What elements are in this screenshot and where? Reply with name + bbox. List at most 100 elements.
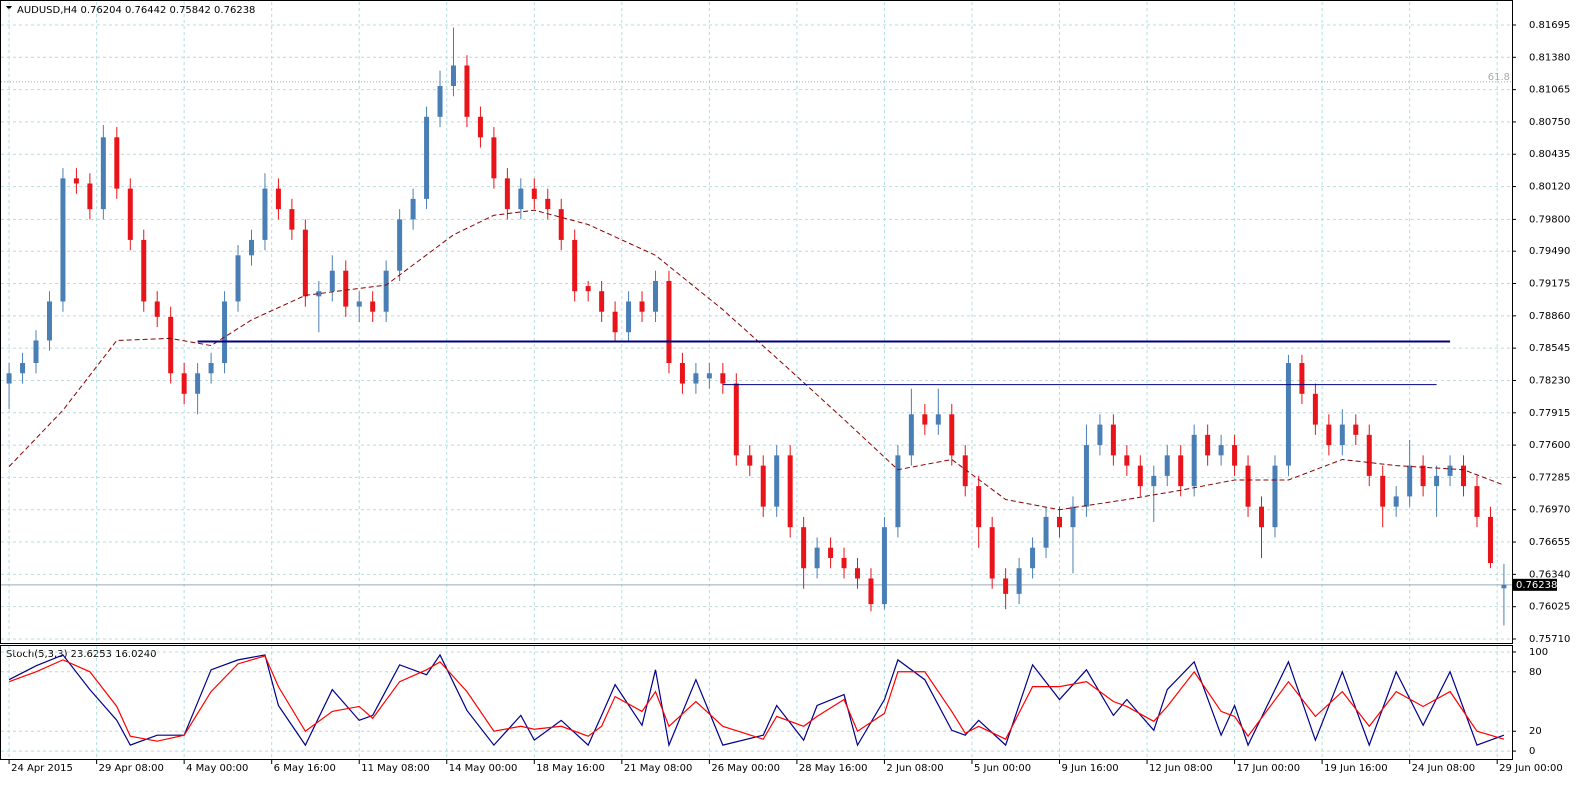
candle-body <box>1205 434 1211 456</box>
y-tick-label: 80 <box>1529 667 1542 678</box>
candle-body <box>895 455 901 528</box>
x-tick-label: 26 May 00:00 <box>711 763 780 774</box>
y-tick-label: 0.76970 <box>1529 505 1570 516</box>
candle-body <box>1191 434 1197 487</box>
candle-body <box>73 178 79 184</box>
y-tick-label: 0.79175 <box>1529 279 1570 290</box>
candle-body <box>114 137 120 189</box>
candle-body <box>949 414 955 456</box>
candle-body <box>491 137 497 179</box>
stoch-line <box>8 655 1505 742</box>
x-tick-label: 18 May 16:00 <box>536 763 605 774</box>
candle-body <box>733 383 739 456</box>
y-tick-label: 0.80120 <box>1529 182 1570 193</box>
y-tick-label: 0.81065 <box>1529 85 1570 96</box>
y-tick-label: 100 <box>1529 647 1548 658</box>
y-tick-label: 0.77285 <box>1529 472 1570 483</box>
candle-body <box>141 239 147 302</box>
candle-body <box>760 465 766 507</box>
candle-body <box>612 311 618 333</box>
candle-body <box>1259 506 1265 528</box>
candle-body <box>828 547 834 558</box>
stoch-title: Stoch(5,3,3) 23.6253 16.0240 <box>6 649 157 660</box>
candle-body <box>801 527 807 569</box>
candle-body <box>262 188 268 240</box>
x-tick-label: 6 May 16:00 <box>274 763 336 774</box>
y-tick-label: 0.81380 <box>1529 52 1570 63</box>
candle-body <box>1245 465 1251 507</box>
candle-body <box>652 280 658 312</box>
x-tick-label: 5 Jun 00:00 <box>974 763 1031 774</box>
candle-body <box>222 301 228 364</box>
candle-body <box>1407 465 1413 497</box>
candle-body <box>585 286 591 292</box>
candle-body <box>60 178 66 302</box>
candle-body <box>6 373 12 384</box>
x-tick-label: 29 Apr 08:00 <box>99 763 164 774</box>
x-tick-label: 28 May 16:00 <box>799 763 868 774</box>
x-tick-label: 19 Jun 16:00 <box>1324 763 1388 774</box>
last-price-tag <box>1513 578 1557 591</box>
candle-body <box>1420 465 1426 487</box>
x-tick-label: 24 Jun 08:00 <box>1412 763 1476 774</box>
candle-body <box>343 270 349 307</box>
y-tick-label: 0.80435 <box>1529 149 1570 160</box>
candle-body <box>989 527 995 579</box>
candle-body <box>410 198 416 220</box>
candle-body <box>1178 455 1184 487</box>
candle-body <box>1501 584 1507 589</box>
y-tick-label: 0.75710 <box>1529 634 1570 645</box>
last-price-label: 0.76238 <box>1516 580 1557 591</box>
candle-body <box>181 373 187 394</box>
x-tick-label: 29 Jun 00:00 <box>1499 763 1563 774</box>
candle-body <box>693 373 699 384</box>
candle-body <box>1137 465 1143 487</box>
x-tick-label: 2 Jun 08:00 <box>886 763 943 774</box>
candle-body <box>599 291 605 312</box>
candle-body <box>572 239 578 292</box>
y-tick-label: 20 <box>1529 726 1542 737</box>
candle-body <box>1326 424 1332 446</box>
y-tick-label: 0.76025 <box>1529 602 1570 613</box>
candle-body <box>679 363 685 384</box>
candle-body <box>100 137 106 210</box>
candle-body <box>1339 424 1345 446</box>
candle-body <box>504 178 510 210</box>
x-tick-label: 12 Jun 08:00 <box>1149 763 1213 774</box>
candle-body <box>518 188 524 210</box>
candle-body <box>46 301 52 341</box>
candle-body <box>289 209 295 230</box>
x-tick-label: 24 Apr 2015 <box>11 763 73 774</box>
candle-body <box>1003 578 1009 594</box>
candle-body <box>1461 465 1467 487</box>
y-tick-label: 0.80750 <box>1529 117 1570 128</box>
candle-body <box>787 455 793 528</box>
y-tick-label: 0.77915 <box>1529 408 1570 419</box>
candle-body <box>1487 516 1493 564</box>
candle-body <box>1097 424 1103 446</box>
candle-body <box>1218 445 1224 456</box>
candle-body <box>922 414 928 425</box>
candle-body <box>1393 496 1399 507</box>
candle-body <box>1434 475 1440 487</box>
candle-body <box>450 65 456 87</box>
candle-body <box>1285 363 1291 466</box>
candle-body <box>33 340 39 364</box>
candle-body <box>20 363 26 374</box>
candle-body <box>1164 455 1170 476</box>
candle-body <box>868 578 874 605</box>
candle-body <box>531 188 537 199</box>
x-tick-label: 17 Jun 00:00 <box>1237 763 1301 774</box>
fib-label: 61.8 <box>1488 72 1510 83</box>
y-tick-label: 0.77600 <box>1529 440 1570 451</box>
candle-body <box>127 188 133 240</box>
candle-body <box>1043 516 1049 548</box>
candle-body <box>841 557 847 569</box>
candle-body <box>477 116 483 138</box>
candle-body <box>626 301 632 333</box>
candle-body <box>720 373 726 384</box>
candle-body <box>1124 455 1130 466</box>
candle-body <box>1030 547 1036 569</box>
